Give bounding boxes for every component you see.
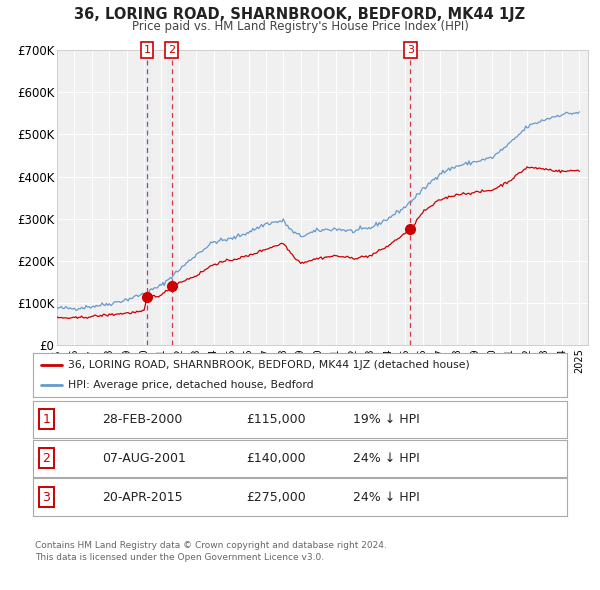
Text: 19% ↓ HPI: 19% ↓ HPI [353, 412, 420, 426]
Text: This data is licensed under the Open Government Licence v3.0.: This data is licensed under the Open Gov… [35, 553, 324, 562]
Bar [144, 50, 150, 345]
Text: 20-APR-2015: 20-APR-2015 [103, 490, 183, 504]
Text: 24% ↓ HPI: 24% ↓ HPI [353, 490, 420, 504]
Text: 28-FEB-2000: 28-FEB-2000 [103, 412, 183, 426]
Text: £275,000: £275,000 [247, 490, 307, 504]
Text: 36, LORING ROAD, SHARNBROOK, BEDFORD, MK44 1JZ: 36, LORING ROAD, SHARNBROOK, BEDFORD, MK… [74, 7, 526, 22]
Bar [407, 50, 413, 345]
Bar [169, 50, 175, 345]
Text: 24% ↓ HPI: 24% ↓ HPI [353, 451, 420, 465]
Text: Contains HM Land Registry data © Crown copyright and database right 2024.: Contains HM Land Registry data © Crown c… [35, 541, 386, 550]
Text: 1: 1 [143, 45, 151, 55]
Text: 07-AUG-2001: 07-AUG-2001 [103, 451, 186, 465]
Text: 1: 1 [43, 412, 50, 426]
Text: 2: 2 [168, 45, 175, 55]
Text: £115,000: £115,000 [247, 412, 306, 426]
Text: 36, LORING ROAD, SHARNBROOK, BEDFORD, MK44 1JZ (detached house): 36, LORING ROAD, SHARNBROOK, BEDFORD, MK… [68, 360, 469, 370]
Text: 3: 3 [407, 45, 414, 55]
Text: HPI: Average price, detached house, Bedford: HPI: Average price, detached house, Bedf… [68, 380, 313, 390]
Text: 2: 2 [43, 451, 50, 465]
Text: Price paid vs. HM Land Registry's House Price Index (HPI): Price paid vs. HM Land Registry's House … [131, 20, 469, 33]
Text: 3: 3 [43, 490, 50, 504]
Text: £140,000: £140,000 [247, 451, 306, 465]
